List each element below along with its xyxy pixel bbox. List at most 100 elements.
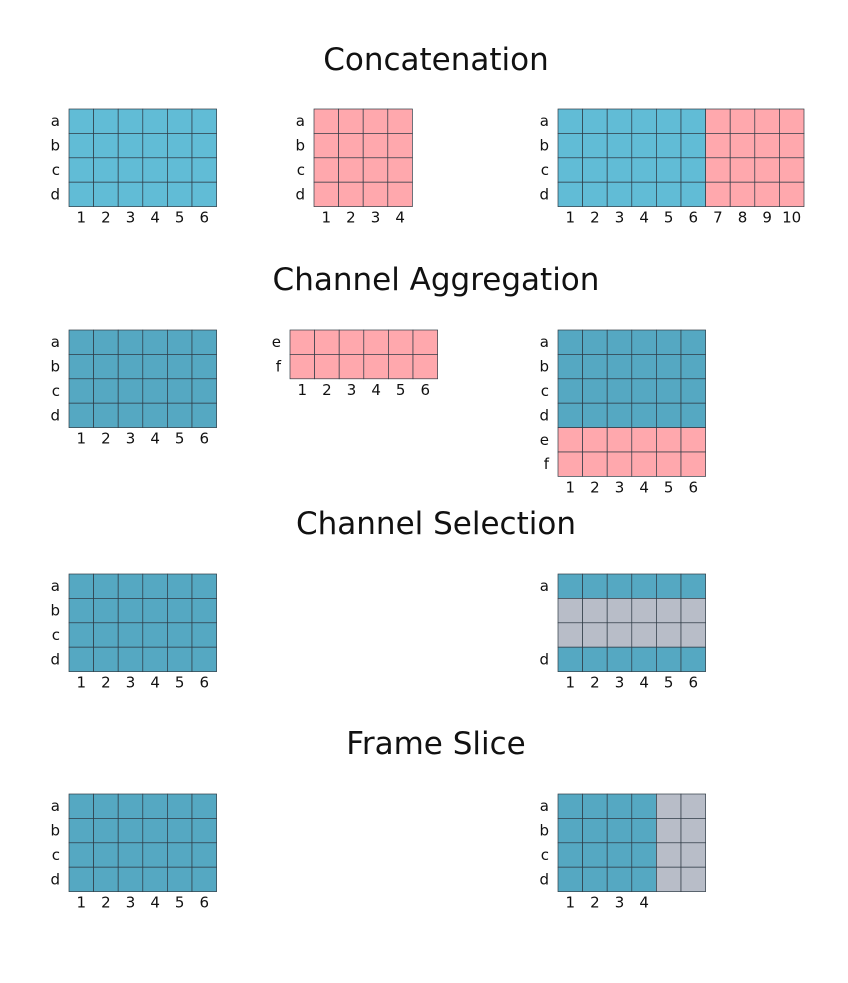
column-label: 4 [395, 209, 405, 227]
grid-cell [631, 451, 657, 477]
column-label: 1 [322, 209, 332, 227]
grid-cell [582, 157, 608, 183]
column-label: 1 [566, 674, 576, 692]
row-label: c [541, 846, 549, 864]
grid-cell [93, 157, 119, 183]
row-label: c [52, 382, 60, 400]
grid-cell [606, 818, 633, 844]
column-label: 1 [566, 894, 576, 912]
row-label: b [50, 822, 60, 840]
column-label: 5 [664, 674, 674, 692]
grid-cell [167, 818, 193, 844]
grid-cell [191, 157, 217, 183]
grid-cell [557, 329, 583, 355]
column-label: 5 [175, 209, 185, 227]
grid-cell [93, 181, 119, 207]
column-label: 6 [200, 430, 210, 448]
column-label: 2 [590, 894, 600, 912]
grid-cell [167, 378, 193, 404]
row-label: a [51, 333, 60, 351]
column-label: 9 [762, 209, 772, 227]
row-label: d [50, 406, 60, 424]
grid-cell [557, 427, 583, 453]
grid-cell [117, 108, 144, 134]
grid-cell [557, 842, 583, 868]
grid-cell [93, 793, 119, 819]
grid-cell [142, 793, 168, 819]
row-label: b [539, 137, 549, 155]
grid-cell [68, 181, 94, 207]
row-label: b [539, 358, 549, 376]
grid-cell [582, 402, 608, 428]
grid-cell [412, 329, 438, 355]
grid-cell [582, 646, 608, 672]
grid-cell [680, 108, 706, 134]
grid-cell [142, 573, 168, 599]
grid-cell [142, 598, 168, 624]
column-label: 5 [175, 674, 185, 692]
grid-cell [93, 573, 119, 599]
grid-cell [117, 157, 144, 183]
grid-cell [388, 354, 414, 380]
grid-cell [117, 842, 144, 868]
grid-cell [191, 818, 217, 844]
grid-cell [167, 598, 193, 624]
grid-cell [631, 842, 657, 868]
column-label: 6 [200, 674, 210, 692]
grid-cell [68, 402, 94, 428]
grid-cell [387, 108, 413, 134]
column-label: 6 [689, 674, 699, 692]
grid-cell [656, 818, 682, 844]
grid-cell [117, 793, 144, 819]
grid-cell [754, 133, 780, 159]
grid-cell [117, 818, 144, 844]
grid-1-1: ef1 2 3 4 5 6 [272, 329, 438, 399]
column-label: 6 [689, 209, 699, 227]
title-channel-selection: Channel Selection [296, 506, 576, 542]
column-label: 1 [566, 209, 576, 227]
grid-cell [606, 181, 633, 207]
row-label: b [539, 822, 549, 840]
grid-cell [606, 329, 633, 355]
grid-cell [117, 573, 144, 599]
column-label: 3 [126, 894, 136, 912]
grid-cell [313, 157, 339, 183]
grid-cell [167, 354, 193, 380]
row-label: d [50, 650, 60, 668]
grid-cell [680, 573, 706, 599]
column-label: 6 [421, 381, 431, 399]
grid-cell [606, 842, 633, 868]
grid-cell [656, 793, 682, 819]
grid-cell [631, 818, 657, 844]
grid-cell [68, 622, 94, 648]
grid-cell [68, 793, 94, 819]
grid-cell [705, 133, 731, 159]
row-label: a [540, 577, 549, 595]
column-label: 8 [738, 209, 748, 227]
grid-cell [338, 181, 364, 207]
grid-cell [117, 329, 144, 355]
column-label: 2 [346, 209, 356, 227]
grid-cell [557, 354, 583, 380]
grid-cell [729, 157, 756, 183]
grid-cell [142, 646, 168, 672]
column-label: 3 [615, 478, 625, 496]
grid-cell [606, 157, 633, 183]
grid-cell [338, 157, 364, 183]
grid-cell [191, 378, 217, 404]
grid-cell [93, 646, 119, 672]
grid-cell [167, 793, 193, 819]
column-label: 3 [126, 209, 136, 227]
grid-cell [606, 427, 633, 453]
grid-cell [606, 598, 633, 624]
row-label: c [297, 161, 305, 179]
row-label: a [540, 112, 549, 130]
column-label: 1 [298, 381, 308, 399]
column-label: 5 [175, 894, 185, 912]
grid-cell [680, 622, 706, 648]
grid-cell [167, 329, 193, 355]
grid-cell [680, 133, 706, 159]
